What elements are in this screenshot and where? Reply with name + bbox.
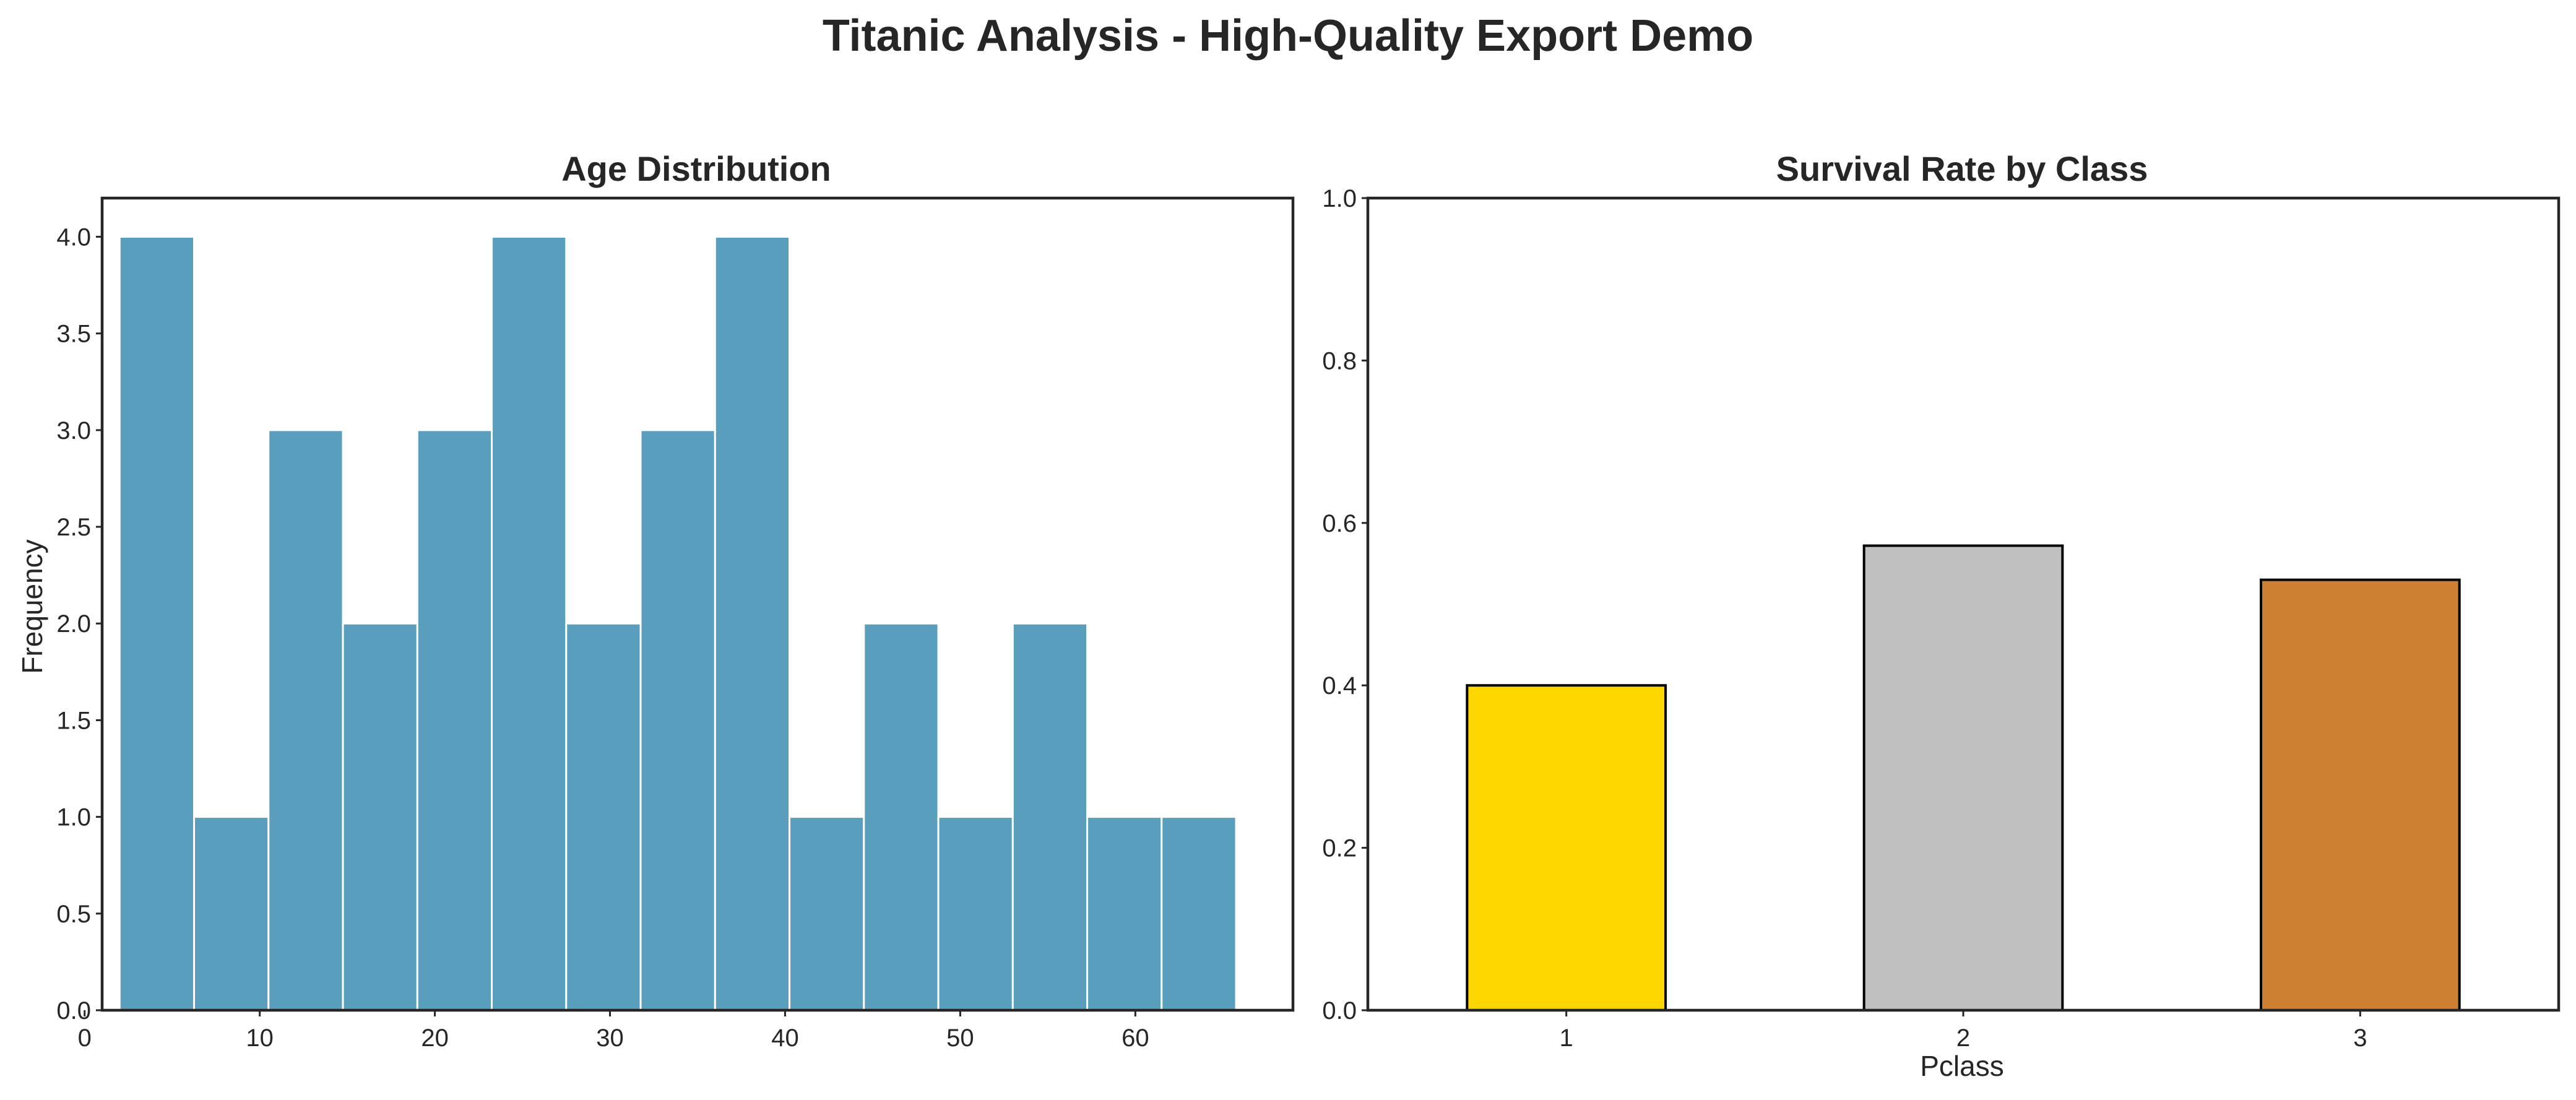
- age-histogram-bars: [118, 235, 1237, 1011]
- x-tick-label: 2: [1956, 1024, 1970, 1052]
- histogram-bar: [491, 235, 568, 1011]
- age-histogram-chart: Age Distribution 0 10 20 30 40 50 60 0.0 0.5 1.0…: [16, 149, 1295, 1052]
- survival-rate-frame: [1366, 196, 2561, 1012]
- figure-title: Titanic Analysis - High-Quality Export D…: [823, 11, 1753, 61]
- y-tick-label: 4.0: [56, 223, 91, 251]
- histogram-bar: [1086, 816, 1163, 1011]
- survival-bar-class-3: [2260, 578, 2461, 1011]
- age-histogram-x-ticks: 0 10 20 30 40 50 60: [78, 1010, 1149, 1052]
- histogram-bar: [416, 429, 493, 1011]
- age-histogram-y-axis-label: Frequency: [16, 539, 48, 673]
- x-tick-label: 10: [246, 1024, 274, 1052]
- x-tick-label: 30: [596, 1024, 624, 1052]
- x-tick-label: 50: [946, 1024, 974, 1052]
- histogram-bar: [714, 235, 791, 1011]
- histogram-bar: [267, 429, 344, 1011]
- survival-bar-class-2: [1862, 544, 2064, 1011]
- y-tick-label: 0.6: [1322, 510, 1357, 537]
- survival-rate-bars: [1466, 544, 2461, 1011]
- x-tick-label: 60: [1122, 1024, 1149, 1052]
- age-histogram-title: Age Distribution: [561, 149, 831, 188]
- y-tick-label: 2.5: [56, 514, 91, 541]
- histogram-bar: [937, 816, 1014, 1011]
- y-tick-label: 0.5: [56, 901, 91, 928]
- x-tick-label: 1: [1560, 1024, 1573, 1052]
- x-tick-label: 0: [78, 1024, 92, 1052]
- survival-rate-x-ticks: 1 2 3: [1560, 1010, 2367, 1052]
- histogram-bar: [342, 622, 418, 1011]
- survival-bar-class-1: [1466, 684, 1667, 1011]
- y-tick-label: 3.5: [56, 321, 91, 348]
- histogram-bar: [1160, 816, 1237, 1011]
- y-tick-label: 0.8: [1322, 347, 1357, 375]
- survival-rate-x-axis-label: Pclass: [1920, 1050, 2003, 1082]
- y-tick-label: 1.0: [1322, 185, 1357, 212]
- y-tick-label: 0.4: [1322, 672, 1357, 699]
- y-tick-label: 0.0: [56, 997, 91, 1024]
- age-histogram-frame: [100, 196, 1295, 1012]
- x-tick-label: 40: [771, 1024, 799, 1052]
- histogram-bar: [639, 429, 716, 1011]
- histogram-bar: [565, 622, 642, 1011]
- histogram-bar: [118, 235, 196, 1011]
- histogram-bar: [193, 816, 270, 1011]
- y-tick-label: 1.0: [56, 804, 91, 831]
- y-tick-label: 1.5: [56, 707, 91, 734]
- survival-rate-title: Survival Rate by Class: [1776, 149, 2148, 188]
- y-tick-label: 0.2: [1322, 835, 1357, 862]
- x-tick-label: 20: [421, 1024, 449, 1052]
- x-tick-label: 3: [2353, 1024, 2367, 1052]
- survival-rate-y-ticks: 0.0 0.2 0.4 0.6 0.8 1.0: [1322, 185, 1368, 1024]
- y-tick-label: 3.0: [56, 417, 91, 444]
- histogram-bar: [789, 816, 865, 1011]
- age-histogram-y-ticks: 0.0 0.5 1.0 1.5 2.0 2.5 3.0 3.5 4.0: [56, 223, 102, 1024]
- y-tick-label: 0.0: [1322, 997, 1357, 1024]
- histogram-bar: [1011, 622, 1089, 1011]
- y-tick-label: 2.0: [56, 610, 91, 638]
- histogram-bar: [863, 622, 940, 1011]
